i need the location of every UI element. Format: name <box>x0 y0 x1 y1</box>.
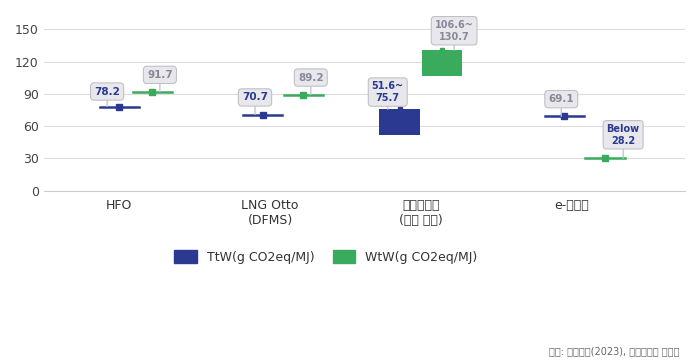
Text: 51.6~
75.7: 51.6~ 75.7 <box>372 81 404 109</box>
Legend: TtW(g CO2eq/MJ), WtW(g CO2eq/MJ): TtW(g CO2eq/MJ), WtW(g CO2eq/MJ) <box>169 245 483 269</box>
Bar <box>379 109 420 135</box>
Text: 78.2: 78.2 <box>94 86 120 107</box>
Text: 70.7: 70.7 <box>242 93 268 114</box>
Text: 출처: 한국선급(2023), 기후솔루션 재구성: 출처: 한국선급(2023), 기후솔루션 재구성 <box>549 346 679 356</box>
Text: 91.7: 91.7 <box>147 70 173 92</box>
Bar <box>421 50 463 76</box>
Text: 106.6~
130.7: 106.6~ 130.7 <box>435 20 474 50</box>
Text: 89.2: 89.2 <box>298 73 323 95</box>
Text: 69.1: 69.1 <box>549 94 574 116</box>
Text: Below
28.2: Below 28.2 <box>607 124 640 158</box>
